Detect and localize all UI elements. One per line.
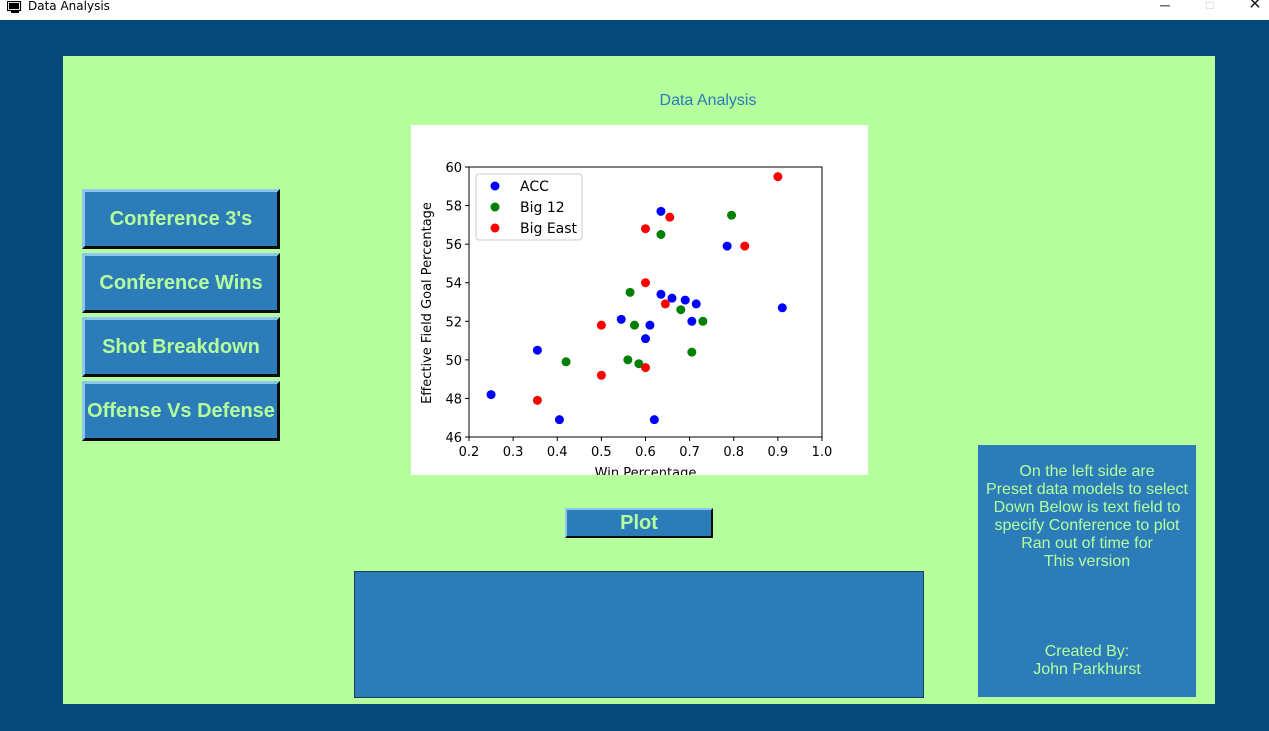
data-point bbox=[656, 206, 666, 216]
data-point bbox=[554, 415, 564, 425]
y-tick-label: 56 bbox=[445, 238, 462, 253]
data-point bbox=[687, 316, 697, 326]
data-point bbox=[623, 355, 633, 365]
legend-label: Big 12 bbox=[520, 200, 565, 216]
scatter-chart: 0.2 0.3 0.4 0.5 0.6 0.7 0.8 0.9 1.0 46 48 50 52 54 56 5… bbox=[411, 125, 868, 475]
data-point bbox=[616, 314, 626, 324]
x-axis-label: Win Percentage bbox=[595, 466, 697, 475]
data-point bbox=[596, 370, 606, 380]
legend bbox=[475, 173, 583, 241]
plot-button[interactable]: Plot bbox=[565, 508, 713, 538]
y-tick-label: 58 bbox=[445, 200, 462, 215]
legend-marker bbox=[490, 223, 500, 233]
x-tick-label: 0.3 bbox=[503, 445, 524, 460]
y-tick-label: 50 bbox=[445, 354, 462, 369]
data-point bbox=[687, 347, 697, 357]
conference-wins-button[interactable]: Conference Wins bbox=[82, 253, 280, 313]
data-point bbox=[680, 295, 690, 305]
data-point bbox=[660, 299, 670, 309]
info-text: On the left side are Preset data models … bbox=[978, 463, 1196, 571]
maximize-icon[interactable]: □ bbox=[1206, 0, 1214, 12]
data-point bbox=[641, 278, 650, 288]
y-axis-label: Effective Field Goal Percentage bbox=[420, 202, 435, 404]
window-title: Data Analysis bbox=[28, 0, 110, 13]
x-tick-label: 0.6 bbox=[635, 445, 656, 460]
info-line: Ran out of time for bbox=[1021, 535, 1153, 552]
data-point bbox=[649, 415, 659, 425]
data-point bbox=[629, 320, 639, 330]
legend-label: Big East bbox=[520, 221, 578, 237]
main-panel: Data Analysis Conference 3's Conference … bbox=[63, 56, 1215, 704]
x-tick-label: 0.9 bbox=[768, 445, 789, 460]
close-icon[interactable]: ✕ bbox=[1248, 0, 1262, 13]
data-point bbox=[532, 395, 542, 405]
legend-marker bbox=[490, 181, 500, 191]
chart-svg: 0.2 0.3 0.4 0.5 0.6 0.7 0.8 0.9 1.0 46 48 50 52 54 56 5… bbox=[420, 161, 833, 475]
data-point bbox=[676, 305, 686, 315]
info-line: This version bbox=[1043, 553, 1131, 570]
data-point bbox=[773, 172, 783, 182]
data-point bbox=[645, 320, 655, 330]
x-tick-label: 0.4 bbox=[547, 445, 568, 460]
x-tick-label: 1.0 bbox=[812, 445, 833, 460]
data-point bbox=[691, 299, 701, 309]
y-tick-label: 60 bbox=[445, 161, 462, 176]
y-tick-label: 54 bbox=[445, 277, 462, 292]
data-point bbox=[727, 210, 737, 220]
app-icon bbox=[7, 1, 22, 13]
offense-vs-defense-button[interactable]: Offense Vs Defense bbox=[82, 381, 280, 441]
author-name: John Parkhurst bbox=[1033, 661, 1141, 678]
data-point bbox=[634, 359, 644, 369]
data-point bbox=[625, 287, 635, 297]
data-point bbox=[641, 363, 650, 373]
conference-threes-button[interactable]: Conference 3's bbox=[82, 189, 280, 249]
shot-breakdown-button[interactable]: Shot Breakdown bbox=[82, 317, 280, 377]
info-line: Preset data models to select bbox=[986, 481, 1188, 498]
data-point bbox=[641, 224, 650, 234]
data-point bbox=[665, 212, 675, 222]
x-tick-label: 0.2 bbox=[459, 445, 480, 460]
data-point bbox=[740, 241, 750, 251]
data-point bbox=[777, 303, 787, 313]
data-point bbox=[486, 390, 496, 400]
conference-input[interactable] bbox=[354, 571, 924, 698]
info-box: On the left side are Preset data models … bbox=[978, 445, 1196, 697]
x-tick-label: 0.5 bbox=[591, 445, 612, 460]
x-tick-label: 0.8 bbox=[723, 445, 744, 460]
info-line: specify Conference to plot bbox=[994, 517, 1180, 534]
y-tick-label: 46 bbox=[445, 431, 462, 446]
credits: Created By: John Parkhurst bbox=[978, 643, 1196, 679]
y-tick-label: 48 bbox=[445, 392, 462, 407]
data-point bbox=[641, 334, 650, 344]
legend-marker bbox=[490, 202, 500, 212]
data-point bbox=[532, 345, 542, 355]
info-line: Down Below is text field to bbox=[993, 499, 1181, 516]
data-point bbox=[698, 316, 708, 326]
data-point bbox=[722, 241, 732, 251]
x-tick-label: 0.7 bbox=[679, 445, 700, 460]
data-point bbox=[667, 293, 677, 303]
credits-label: Created By: bbox=[1044, 643, 1130, 660]
legend-label: ACC bbox=[520, 179, 549, 195]
data-point bbox=[596, 320, 606, 330]
data-point bbox=[656, 289, 666, 299]
data-point bbox=[656, 230, 666, 239]
data-point bbox=[561, 357, 571, 367]
y-tick-label: 52 bbox=[445, 315, 462, 330]
minimize-icon[interactable]: ─ bbox=[1160, 0, 1170, 13]
title-bar: Data Analysis ─ □ ✕ bbox=[0, 0, 1269, 20]
info-line: On the left side are bbox=[1019, 463, 1155, 480]
page-title: Data Analysis bbox=[659, 92, 757, 109]
